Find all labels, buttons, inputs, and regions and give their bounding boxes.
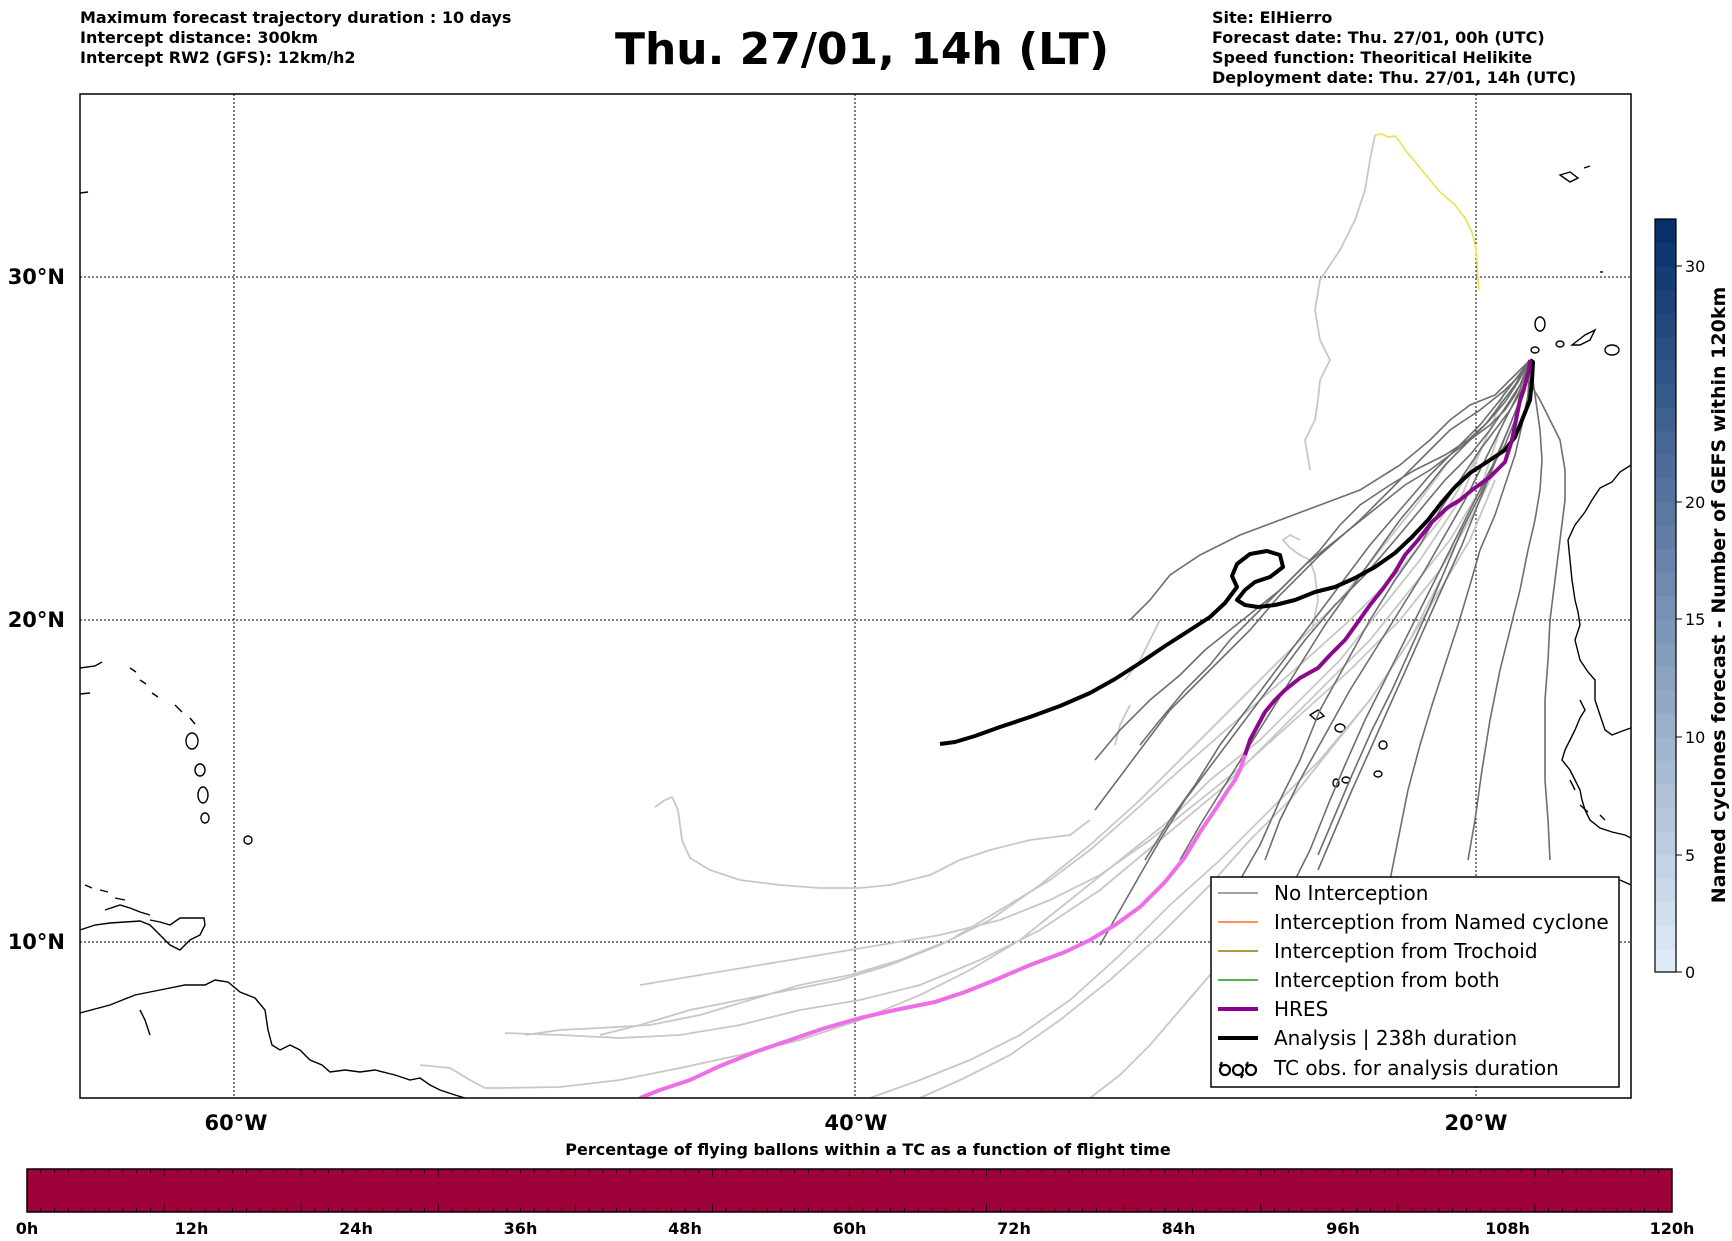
colorbar-band: [1655, 736, 1676, 761]
colorbar-band: [1655, 854, 1676, 879]
colorbar-tick-label: 10: [1685, 728, 1705, 747]
colorbar: 0 5 10 15 20 30 Named cyclones forecast - Num…: [1654, 218, 1730, 982]
colorbar-band: [1655, 383, 1676, 408]
colorbar-tick-label: 15: [1685, 610, 1705, 629]
colorbar-band: [1655, 642, 1676, 667]
hres-trajectory-early: [639, 754, 1247, 1098]
lat-label-30n: 30°N: [8, 265, 65, 289]
header-forecast-date: Forecast date: Thu. 27/01, 00h (UTC): [1212, 28, 1545, 47]
timeline-tick-label: 0h: [16, 1219, 39, 1238]
colorbar-band: [1655, 454, 1676, 479]
colorbar-label: Named cyclones forecast - Number of GEFS…: [1708, 287, 1730, 904]
trajectories-dark: [1094, 359, 1566, 946]
colorbar-band: [1655, 948, 1676, 973]
legend-label-trochoid: Interception from Trochoid: [1274, 939, 1538, 963]
colorbar-band: [1655, 760, 1676, 785]
timeline-tick-label: 120h: [1650, 1219, 1695, 1238]
colorbar-band: [1655, 595, 1676, 620]
colorbar-band: [1655, 666, 1676, 691]
colorbar-band: [1655, 548, 1676, 573]
header-deployment-date: Deployment date: Thu. 27/01, 14h (UTC): [1212, 68, 1577, 87]
colorbar-band: [1655, 689, 1676, 714]
lon-label-60w: 60°W: [205, 1111, 268, 1135]
colorbar-band: [1655, 877, 1676, 902]
colorbar-band: [1655, 430, 1676, 455]
colorbar-band: [1655, 219, 1676, 244]
timeline-tick-label: 48h: [668, 1219, 702, 1238]
colorbar-band: [1655, 289, 1676, 314]
colorbar-band: [1655, 524, 1676, 549]
colorbar-band: [1655, 477, 1676, 502]
map-frame: [79, 93, 1632, 1099]
colorbar-tick-label: 30: [1685, 257, 1705, 276]
colorbar-band: [1655, 313, 1676, 338]
colorbar-band: [1655, 571, 1676, 596]
legend-label-named-cyclone: Interception from Named cyclone: [1274, 910, 1609, 934]
colorbar-band: [1655, 360, 1676, 385]
timeline: Percentage of flying ballons within a TC…: [16, 1140, 1695, 1238]
cyclone-symbols-icon: [1218, 1061, 1258, 1079]
coastlines: [80, 165, 1631, 1098]
colorbar-band: [1655, 783, 1676, 808]
trajectory-yellow: [1374, 133, 1480, 291]
header-info-right: Site: ElHierro Forecast date: Thu. 27/01…: [1212, 8, 1576, 88]
timeline-tick-label: 36h: [504, 1219, 538, 1238]
colorbar-band: [1655, 830, 1676, 855]
lat-label-20n: 20°N: [8, 608, 65, 632]
colorbar-band: [1655, 242, 1676, 267]
timeline-tick-label: 84h: [1162, 1219, 1196, 1238]
colorbar-band: [1655, 713, 1676, 738]
longitude-labels: 60°W 40°W 20°W: [205, 1111, 1508, 1135]
timeline-tick-label: 12h: [175, 1219, 209, 1238]
legend-label-tc-obs: TC obs. for analysis duration: [1273, 1056, 1559, 1080]
analysis-trajectory: [939, 358, 1535, 746]
header-intercept-distance: Intercept distance: 300km: [80, 28, 319, 47]
header-info-left: Maximum forecast trajectory duration : 1…: [80, 8, 511, 68]
header-intercept-rw2: Intercept RW2 (GFS): 12km/h2: [80, 48, 356, 67]
legend-label-hres: HRES: [1274, 997, 1328, 1021]
legend-label-both: Interception from both: [1274, 968, 1500, 992]
hres-trajectory-late: [1243, 359, 1532, 756]
timeline-tick-label: 24h: [339, 1219, 373, 1238]
colorbar-band: [1655, 407, 1676, 432]
timeline-tick-label: 108h: [1485, 1219, 1530, 1238]
colorbar-tick-label: 5: [1685, 846, 1695, 865]
colorbar-band: [1655, 619, 1676, 644]
colorbar-band: [1655, 807, 1676, 832]
colorbar-band: [1655, 336, 1676, 361]
timeline-tick-label: 60h: [833, 1219, 867, 1238]
lon-label-20w: 20°W: [1445, 1111, 1508, 1135]
legend-label-analysis: Analysis | 238h duration: [1274, 1026, 1517, 1050]
colorbar-band: [1655, 266, 1676, 291]
timeline-title: Percentage of flying ballons within a TC…: [565, 1140, 1171, 1159]
legend: No Interception Interception from Named …: [1210, 876, 1620, 1088]
page-title: Thu. 27/01, 14h (LT): [614, 24, 1110, 75]
colorbar-band: [1655, 501, 1676, 526]
timeline-tick-label: 72h: [997, 1219, 1031, 1238]
lon-label-40w: 40°W: [825, 1111, 888, 1135]
colorbar-band: [1655, 901, 1676, 926]
latitude-labels: 30°N 20°N 10°N: [8, 265, 65, 954]
colorbar-tick-label: 20: [1685, 493, 1705, 512]
header-duration: Maximum forecast trajectory duration : 1…: [80, 8, 512, 27]
lat-label-10n: 10°N: [8, 930, 65, 954]
timeline-tick-label: 96h: [1326, 1219, 1360, 1238]
colorbar-tick-label: 0: [1685, 963, 1695, 982]
colorbar-band: [1655, 924, 1676, 949]
header-site: Site: ElHierro: [1212, 8, 1333, 27]
legend-label-no-interception: No Interception: [1274, 881, 1428, 905]
header-speed-function: Speed function: Theoritical Helikite: [1212, 48, 1533, 67]
